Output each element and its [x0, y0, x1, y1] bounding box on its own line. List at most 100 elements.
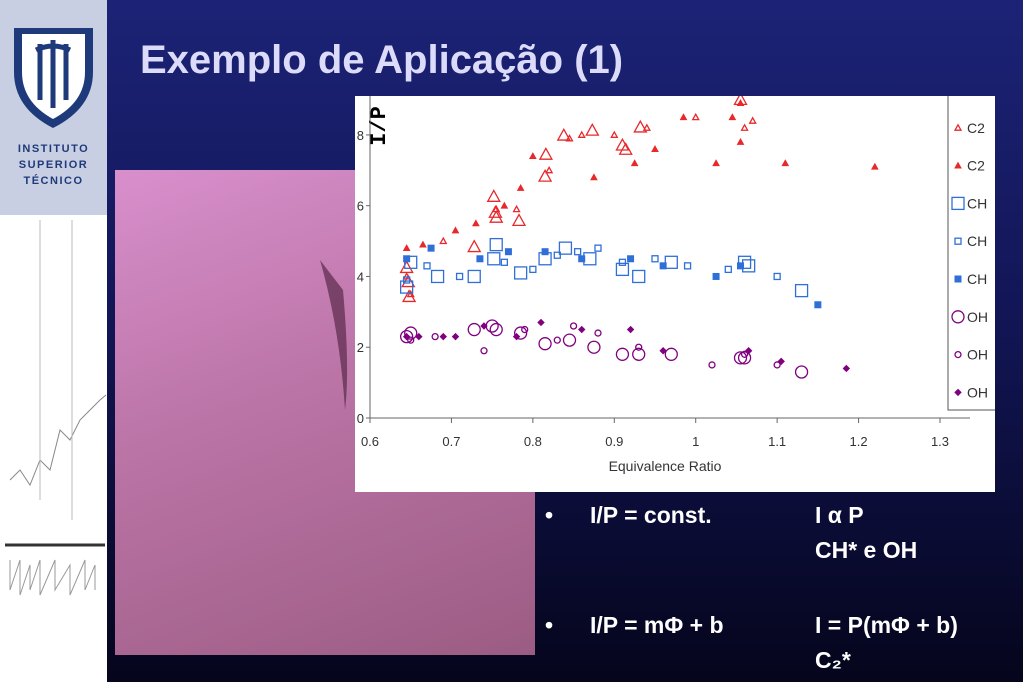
data-point [512, 204, 521, 213]
bullet-detail: I = P(mΦ + b) [815, 612, 958, 638]
data-point [583, 252, 597, 266]
legend-label: OH [967, 347, 988, 363]
x-tick-label: 1.2 [850, 434, 868, 449]
data-point [500, 258, 509, 266]
data-point [431, 332, 439, 341]
data-point [633, 119, 648, 133]
legend-label: CH [967, 233, 987, 249]
data-point [511, 213, 527, 227]
data-point [708, 361, 716, 369]
x-tick-label: 0.8 [524, 434, 542, 449]
logo-text: SUPERIOR [18, 159, 89, 171]
data-point [748, 116, 757, 124]
data-point [404, 255, 418, 269]
data-point [728, 113, 737, 121]
legend: C2 C2 C2 CH CH CH OH OH OH [947, 96, 995, 411]
data-point [556, 127, 571, 141]
data-point [516, 183, 525, 191]
y-tick-label: 4 [357, 269, 364, 284]
y-tick-label: 2 [357, 340, 364, 355]
data-point [814, 301, 822, 309]
data-point [545, 165, 554, 174]
data-point [455, 272, 464, 281]
data-point [573, 248, 582, 256]
data-point [402, 244, 411, 252]
data-point [615, 347, 630, 361]
data-point [492, 204, 501, 213]
data-point [476, 255, 484, 263]
data-point [642, 123, 651, 131]
x-tick-label: 0.9 [605, 434, 623, 449]
data-point [467, 269, 481, 284]
data-point [781, 159, 790, 167]
data-point [736, 99, 745, 106]
data-point [472, 219, 480, 227]
data-point [740, 350, 749, 358]
data-point [538, 147, 553, 160]
data-point [610, 130, 619, 138]
data-point [632, 269, 646, 284]
legend-marker [954, 388, 962, 397]
data-point [558, 241, 573, 255]
legend-marker [954, 237, 962, 245]
data-point [451, 226, 460, 234]
x-tick-label: 1 [692, 434, 699, 449]
data-point [423, 262, 431, 270]
bullet-detail: CH* e OH [815, 537, 918, 563]
data-point [578, 255, 586, 263]
photo-streak [320, 260, 348, 410]
data-point [451, 332, 460, 341]
legend-label: CH [967, 195, 987, 211]
data-point [489, 237, 503, 252]
bullet-text: I/P = mΦ + b [590, 612, 724, 638]
data-point [773, 361, 781, 369]
bullet-detail: C₂* [815, 647, 851, 673]
data-point [615, 262, 630, 277]
legend-box [947, 96, 995, 411]
data-point [585, 122, 600, 136]
data-point [733, 351, 748, 365]
data-point [736, 137, 745, 145]
x-tick-label: 1.3 [931, 434, 949, 449]
data-point [794, 283, 809, 298]
data-point [521, 325, 529, 334]
data-point [513, 266, 528, 280]
data-point [537, 318, 545, 327]
data-point [569, 322, 578, 330]
legend-marker [951, 310, 965, 324]
data-point [553, 251, 561, 259]
data-point [480, 322, 488, 330]
data-point [486, 189, 501, 202]
data-point [487, 252, 501, 266]
data-point [632, 347, 646, 361]
data-point [399, 280, 414, 294]
data-point [467, 322, 481, 337]
data-point [842, 364, 851, 373]
data-point [513, 326, 528, 340]
data-point [402, 272, 411, 280]
data-point [577, 130, 586, 138]
data-point [529, 265, 537, 274]
bullet-mark: • [545, 502, 554, 528]
data-point [590, 173, 598, 181]
data-point [618, 258, 627, 266]
data-point [537, 168, 553, 182]
data-point [871, 162, 879, 170]
data-point [651, 255, 659, 263]
data-point [427, 244, 435, 252]
legend-label: OH [967, 309, 988, 325]
data-point [399, 329, 414, 344]
data-point [402, 332, 411, 341]
data-point [512, 332, 521, 341]
data-point [504, 248, 512, 256]
data-point [419, 240, 427, 248]
legend-marker [951, 196, 965, 211]
x-axis-label: Equivalence Ratio [609, 458, 722, 474]
data-point [724, 265, 732, 274]
data-point [651, 145, 659, 152]
data-point [737, 262, 744, 270]
legend-label: C2 [967, 96, 985, 98]
logo-text: TÉCNICO [23, 175, 84, 187]
legend-label: OH [967, 384, 988, 400]
